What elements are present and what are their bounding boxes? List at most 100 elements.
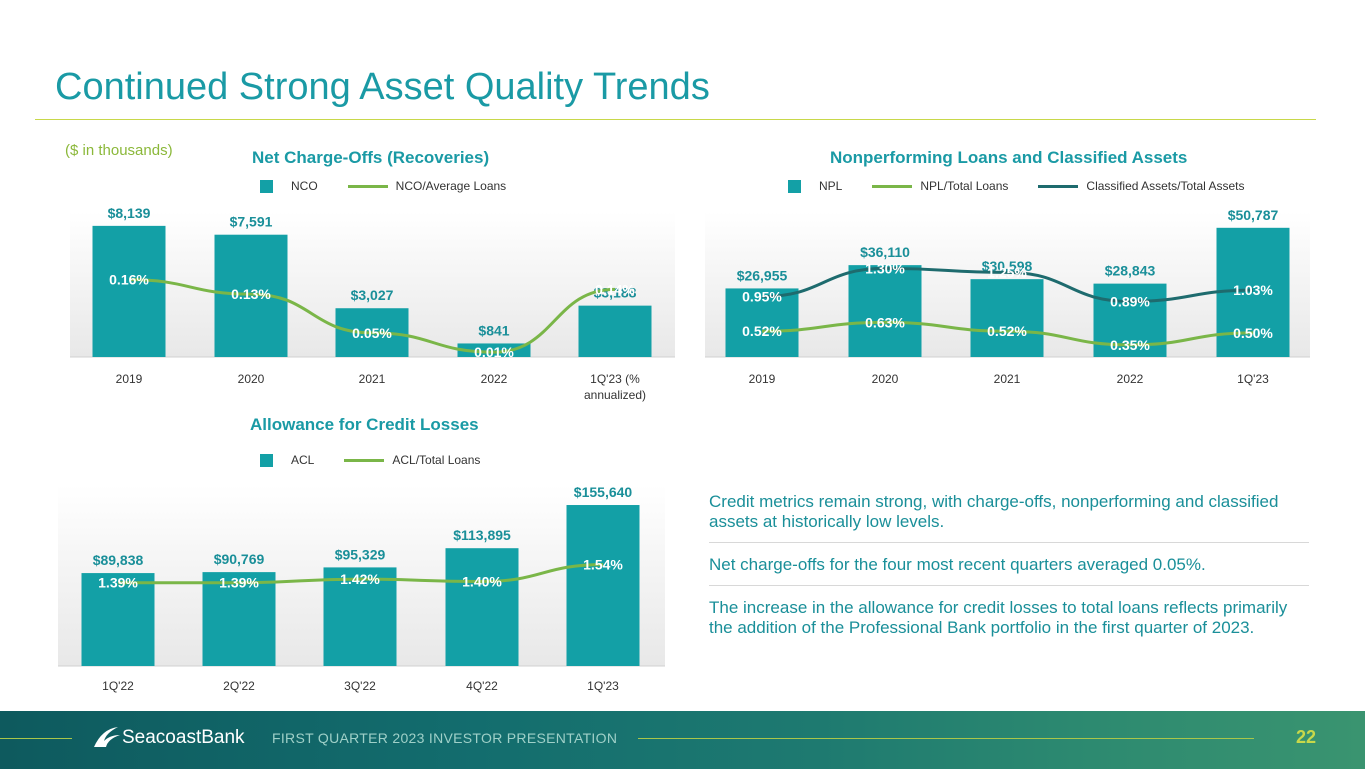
nco-ratio-label: 0.13%: [231, 286, 271, 302]
npl-ratio-label: 0.63%: [865, 314, 905, 330]
nco-bar-label: $3,027: [351, 287, 394, 303]
nco-legend-swatch: [260, 179, 273, 193]
acl-ratio-legend-label: ACL/Total Loans: [392, 453, 481, 467]
nco-bar-label: $841: [478, 322, 509, 338]
commentary-item: The increase in the allowance for credit…: [709, 598, 1288, 637]
acl-bar: [566, 505, 640, 666]
nco-bar: [92, 225, 166, 357]
nco-category-label: 1Q'23 (%: [590, 372, 640, 386]
npl-bar-label: $36,110: [860, 244, 910, 260]
npl-category-label: 1Q'23: [1237, 372, 1269, 386]
nco-legend: NCO NCO/Average Loans: [260, 179, 536, 193]
acl-ratio-label: 1.42%: [340, 571, 380, 587]
acl-bar: [202, 572, 276, 666]
title-divider: [35, 119, 1316, 120]
nco-ratio-legend-swatch: [347, 184, 388, 188]
npl-bar-label: $26,955: [737, 267, 788, 283]
acl-category-label: 1Q'22: [102, 679, 134, 693]
npl-bar-label: $50,787: [1228, 207, 1279, 223]
acl-bar: [81, 573, 155, 666]
acl-category-label: 2Q'22: [223, 679, 255, 693]
npl-bar: [1216, 227, 1290, 357]
acl-bar-label: $89,838: [93, 552, 144, 568]
nco-category-label: 2022: [481, 372, 508, 386]
npl-ratio-legend-label: NPL/Total Loans: [920, 179, 1009, 193]
nco-chart-title: Net Charge-Offs (Recoveries): [252, 148, 490, 167]
nco-bar: [457, 343, 531, 357]
npl-bar: [848, 265, 922, 357]
footer-rule-left: [0, 738, 72, 739]
page-title: Continued Strong Asset Quality Trends: [55, 66, 710, 108]
footer-rule-right: [638, 738, 1254, 739]
acl-category-label: 3Q'22: [344, 679, 376, 693]
nco-ratio-label: 0.01%: [474, 344, 514, 360]
wave-logo-icon: [94, 727, 120, 747]
npl-chart-title: Nonperforming Loans and Classified Asset…: [830, 148, 1188, 167]
acl-legend-label: ACL: [291, 453, 315, 467]
npl-category-label: 2022: [1117, 372, 1144, 386]
acl-bar: [323, 567, 397, 666]
npl-category-label: 2019: [749, 372, 776, 386]
acl-bar-label: $113,895: [453, 527, 511, 543]
npl-bar-label: $28,843: [1105, 263, 1156, 279]
npl-ratio-line: [761, 320, 1254, 347]
acl-ratio-label: 1.54%: [583, 557, 623, 573]
units-note: ($ in thousands): [65, 142, 173, 159]
nco-category-label: annualized): [584, 388, 646, 402]
acl-ratio-label: 1.39%: [219, 575, 259, 591]
nco-category-label: 2020: [238, 372, 265, 386]
acl-ratio-label: 1.40%: [462, 574, 502, 590]
nco-legend-label: NCO: [291, 179, 318, 193]
npl-ratio-legend-swatch: [872, 184, 913, 188]
npl-ratio-label: 1.25%: [987, 264, 1027, 280]
acl-ratio-line: [117, 563, 604, 585]
nco-ratio-line: [128, 278, 616, 354]
npl-bar: [970, 279, 1044, 357]
acl-bar-label: $90,769: [214, 551, 265, 567]
npl-ratio-label: 0.50%: [1233, 325, 1273, 341]
classified-ratio-legend-label: Classified Assets/Total Assets: [1086, 179, 1245, 193]
npl-legend: NPL NPL/Total Loans Classified Assets/To…: [788, 179, 1274, 193]
nco-category-label: 2021: [359, 372, 386, 386]
acl-ratio-legend-swatch: [344, 458, 385, 462]
npl-category-label: 2020: [872, 372, 899, 386]
nco-bar: [578, 305, 652, 357]
nco-ratio-legend-label: NCO/Average Loans: [395, 179, 507, 193]
npl-ratio-label: 1.30%: [865, 260, 905, 276]
classified-ratio-legend-swatch: [1038, 184, 1079, 188]
npl-ratio-label: 0.52%: [987, 323, 1027, 339]
npl-legend-label: NPL: [819, 179, 843, 193]
npl-ratio-label: 0.52%: [742, 323, 782, 339]
acl-ratio-label: 1.39%: [98, 575, 138, 591]
acl-chart-title: Allowance for Credit Losses: [250, 415, 479, 434]
nco-ratio-label: 0.05%: [352, 325, 392, 341]
nco-bar-label: $8,139: [108, 205, 151, 221]
page-number: 22: [1296, 727, 1317, 747]
acl-bar-label: $95,329: [335, 546, 386, 562]
npl-category-label: 2021: [994, 372, 1021, 386]
nco-ratio-label: 0.16%: [109, 272, 149, 288]
footer-bar: SeacoastBank FIRST QUARTER 2023 INVESTOR…: [0, 711, 1365, 769]
acl-bar: [445, 548, 519, 666]
brand-logo: SeacoastBank: [92, 725, 245, 751]
acl-category-label: 4Q'22: [466, 679, 498, 693]
npl-bar-label: $30,598: [982, 258, 1033, 274]
npl-ratio-label: 1.03%: [1233, 282, 1273, 298]
npl-ratio-label: 0.95%: [742, 289, 782, 305]
npl-ratio-label: 0.89%: [1110, 293, 1150, 309]
acl-bar-label: $155,640: [574, 484, 633, 500]
nco-ratio-label: 0.14%: [595, 281, 635, 297]
acl-legend-swatch: [260, 453, 273, 467]
npl-legend-swatch: [788, 179, 801, 193]
commentary-list: Credit metrics remain strong, with charg…: [709, 490, 1309, 658]
nco-bar-label: $7,591: [230, 214, 273, 230]
nco-category-label: 2019: [116, 372, 143, 386]
acl-category-label: 1Q'23: [587, 679, 619, 693]
npl-ratio-label: 0.35%: [1110, 337, 1150, 353]
acl-legend: ACL ACL/Total Loans: [260, 453, 510, 467]
npl-bar: [725, 288, 799, 357]
commentary-item: Credit metrics remain strong, with charg…: [709, 490, 1309, 543]
